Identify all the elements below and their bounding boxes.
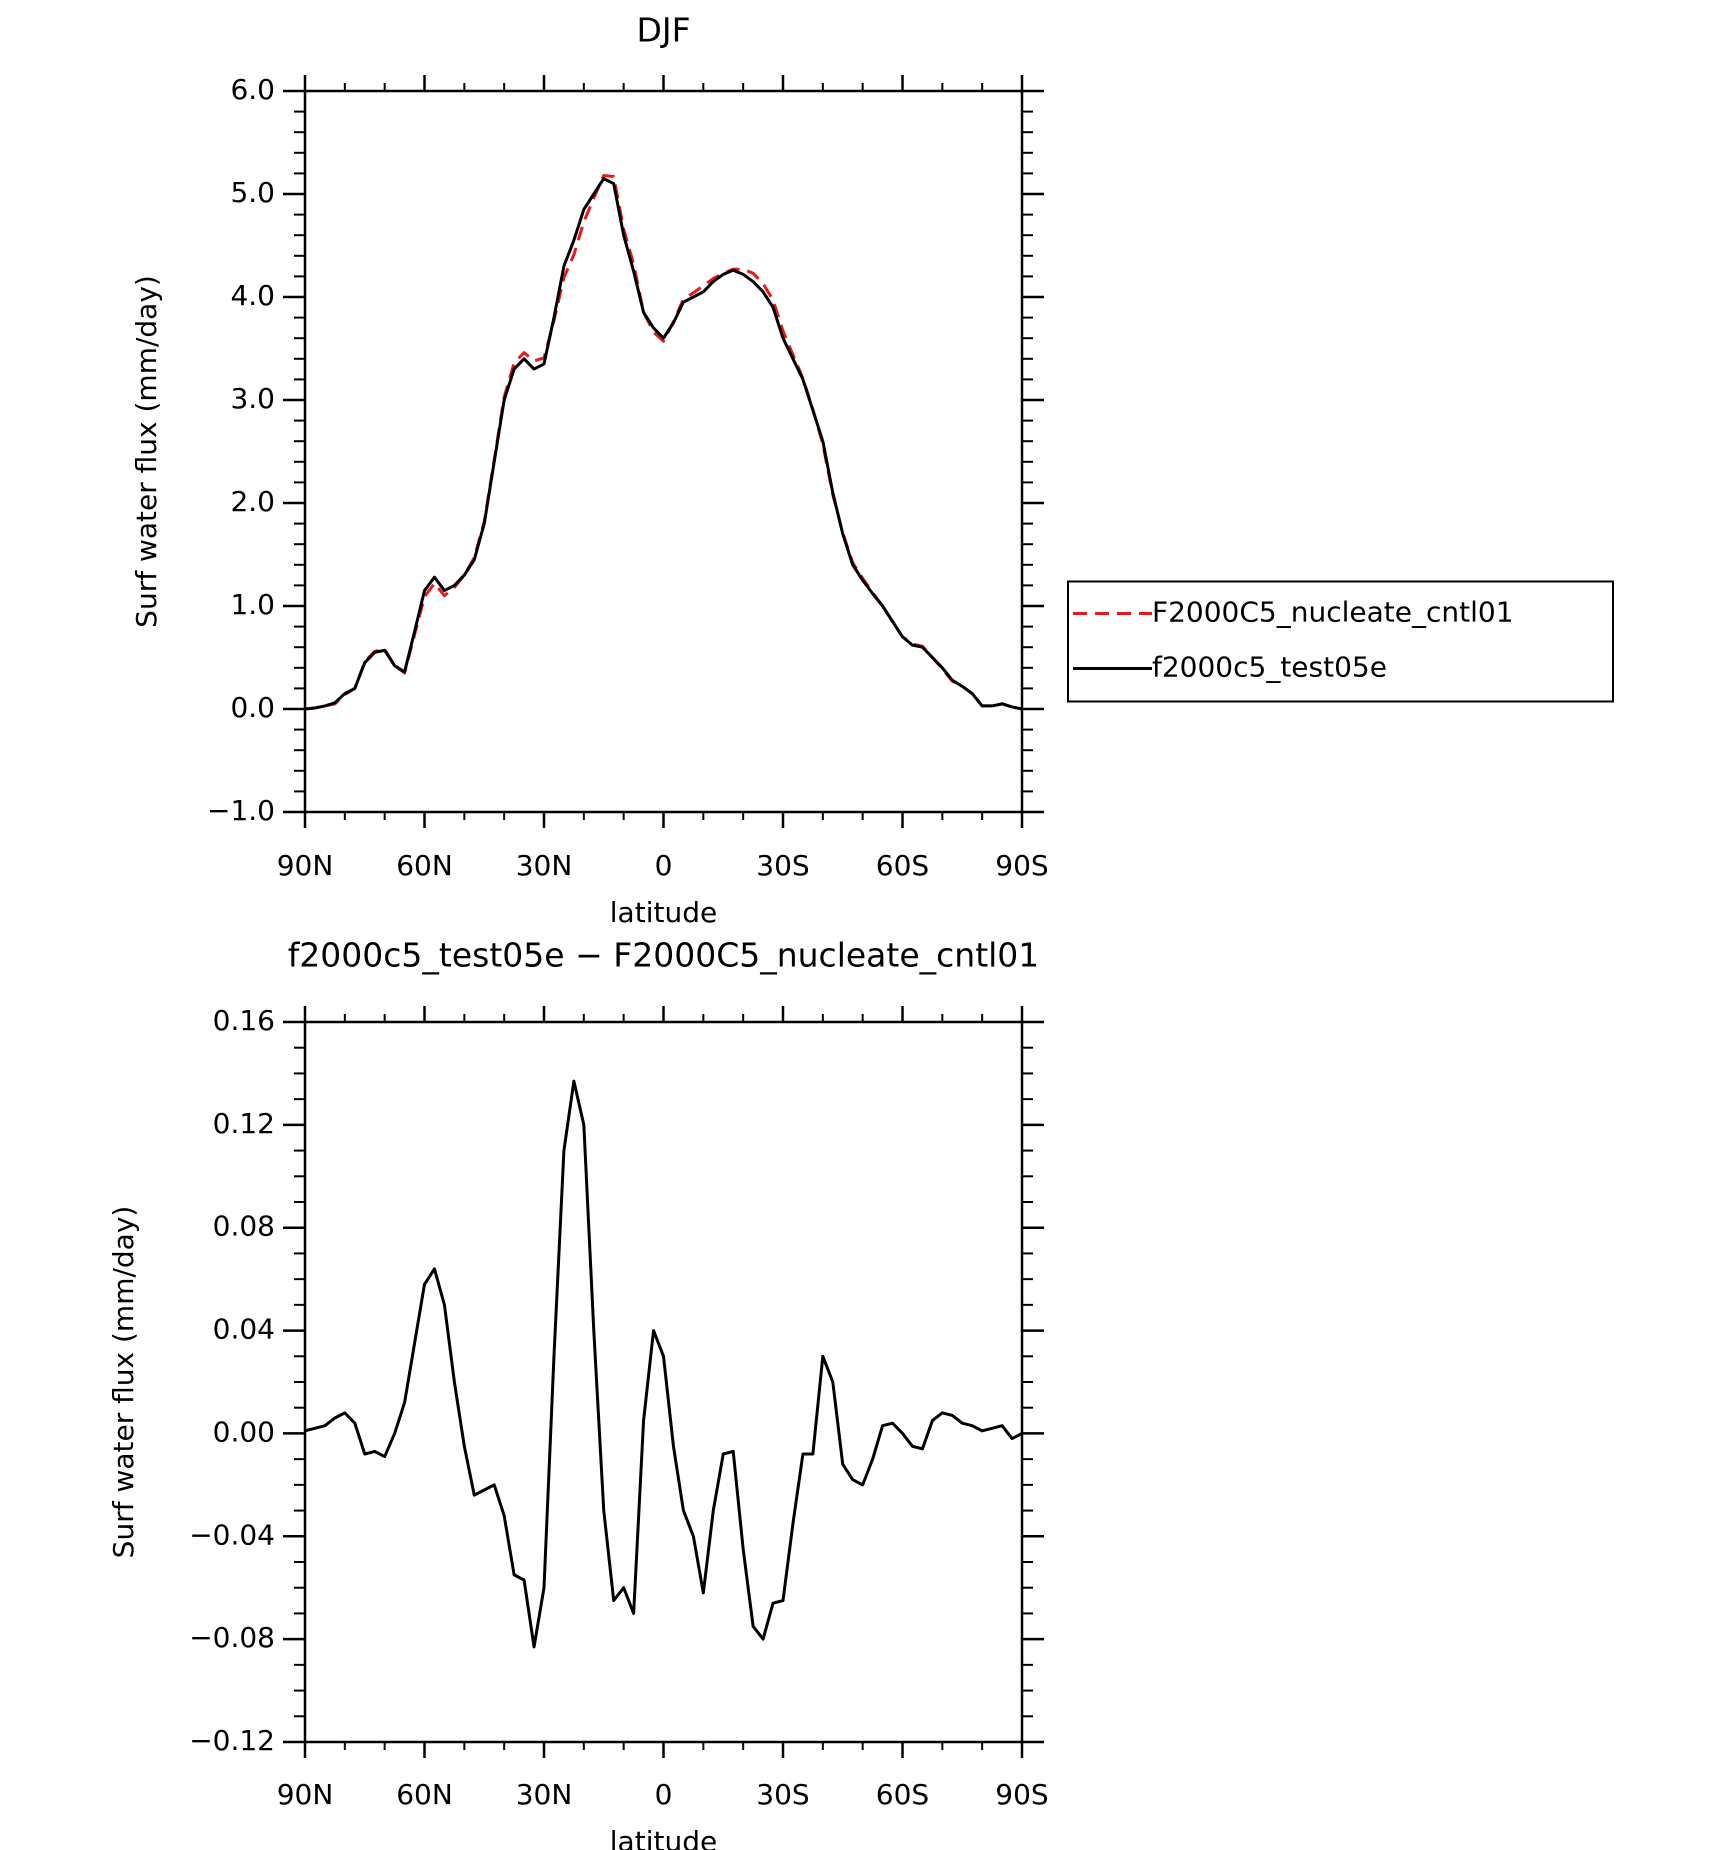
x-axis-label: latitude [610, 896, 717, 929]
x-tick-label: 60S [876, 849, 929, 882]
x-tick-label: 90S [995, 1778, 1048, 1811]
x-tick-label: 90S [995, 849, 1048, 882]
y-tick-label: −0.04 [189, 1518, 275, 1551]
x-tick-label: 30S [756, 1778, 809, 1811]
x-tick-label: 90N [277, 849, 334, 882]
x-tick-label: 0 [655, 1778, 673, 1811]
y-tick-label: 0.16 [213, 1004, 275, 1037]
x-tick-label: 30N [516, 1778, 573, 1811]
plot-frame [303, 1020, 1024, 1744]
y-tick-label: 1.0 [230, 588, 275, 621]
x-tick-label: 90N [277, 1778, 334, 1811]
y-tick-label: 4.0 [230, 279, 275, 312]
x-axis-label: latitude [610, 1825, 717, 1850]
y-tick-label: −0.08 [189, 1621, 275, 1654]
x-tick-label: 60S [876, 1778, 929, 1811]
x-tick-label: 60N [396, 1778, 453, 1811]
data-line [304, 173, 1023, 711]
y-tick-label: 5.0 [230, 176, 275, 209]
y-tick-label: −0.12 [189, 1724, 275, 1757]
legend-label: F2000C5_nucleate_cntl01 [1152, 596, 1514, 629]
chart-title: DJF [636, 11, 690, 50]
x-tick-label: 60N [396, 849, 453, 882]
y-tick-label: 0.00 [213, 1415, 275, 1448]
y-axis-label: Surf water flux (mm/day) [107, 1206, 140, 1559]
y-tick-label: 0.08 [213, 1210, 275, 1243]
x-tick-label: 30N [516, 849, 573, 882]
y-axis-label: Surf water flux (mm/day) [130, 275, 163, 628]
y-tick-label: 0.0 [230, 691, 275, 724]
x-tick-label: 0 [655, 849, 673, 882]
y-tick-label: −1.0 [207, 794, 275, 827]
chart-title: f2000c5_test05e − F2000C5_nucleate_cntl0… [288, 936, 1040, 975]
y-tick-label: 0.12 [213, 1107, 275, 1140]
legend-label: f2000c5_test05e [1152, 651, 1387, 684]
y-tick-label: 2.0 [230, 485, 275, 518]
legend-box [1067, 580, 1614, 703]
y-tick-label: 3.0 [230, 382, 275, 415]
data-line [304, 1079, 1023, 1649]
y-tick-label: 0.04 [213, 1313, 275, 1346]
x-tick-label: 30S [756, 849, 809, 882]
data-line [304, 177, 1023, 711]
plot-frame [303, 89, 1024, 814]
y-tick-label: 6.0 [230, 73, 275, 106]
